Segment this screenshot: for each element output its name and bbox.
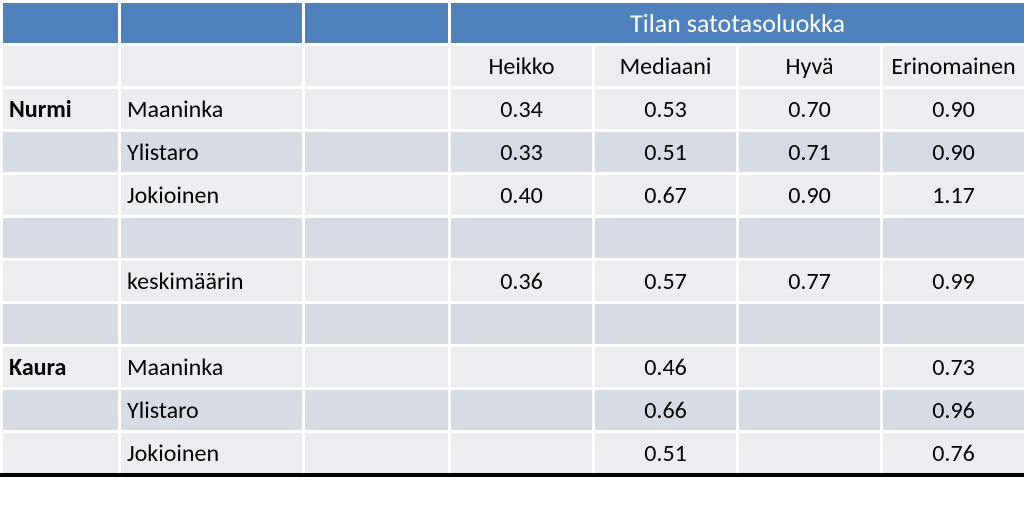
- value-cell: 0.73: [882, 346, 1024, 389]
- blank-cell: [304, 432, 450, 476]
- value-cell: [450, 389, 594, 432]
- value-cell: 0.53: [594, 88, 738, 131]
- subheader-blank: [2, 45, 120, 88]
- header-blank: [120, 2, 304, 45]
- value-cell: [450, 303, 594, 346]
- label-cell: Maaninka: [120, 88, 304, 131]
- category-cell: Nurmi: [2, 88, 120, 131]
- table-row: Ylistaro 0.66 0.96: [2, 389, 1024, 432]
- table-row: Jokioinen 0.51 0.76: [2, 432, 1024, 476]
- table-row: Nurmi Maaninka 0.34 0.53 0.70 0.90: [2, 88, 1024, 131]
- blank-cell: [304, 174, 450, 217]
- value-cell: 0.57: [594, 260, 738, 303]
- data-table: Tilan satotasoluokka Heikko Mediaani Hyv…: [0, 0, 1024, 477]
- value-cell: 0.34: [450, 88, 594, 131]
- value-cell: [450, 346, 594, 389]
- value-cell: 0.51: [594, 131, 738, 174]
- blank-cell: [304, 131, 450, 174]
- table-row: [2, 303, 1024, 346]
- subheader-blank: [304, 45, 450, 88]
- value-cell: 0.96: [882, 389, 1024, 432]
- category-cell: [2, 432, 120, 476]
- value-cell: [738, 303, 882, 346]
- category-cell: [2, 303, 120, 346]
- label-cell: Maaninka: [120, 346, 304, 389]
- category-cell: [2, 389, 120, 432]
- value-cell: 0.66: [594, 389, 738, 432]
- col-mediaani: Mediaani: [594, 45, 738, 88]
- category-cell: [2, 217, 120, 260]
- value-cell: [738, 346, 882, 389]
- value-cell: 0.77: [738, 260, 882, 303]
- blank-cell: [304, 346, 450, 389]
- blank-cell: [304, 303, 450, 346]
- value-cell: 0.71: [738, 131, 882, 174]
- table-row: Jokioinen 0.40 0.67 0.90 1.17: [2, 174, 1024, 217]
- value-cell: 0.99: [882, 260, 1024, 303]
- header-blank: [304, 2, 450, 45]
- table-row: keskimäärin 0.36 0.57 0.77 0.99: [2, 260, 1024, 303]
- value-cell: 0.70: [738, 88, 882, 131]
- header-row-1: Tilan satotasoluokka: [2, 2, 1024, 45]
- value-cell: 0.76: [882, 432, 1024, 476]
- col-hyva: Hyvä: [738, 45, 882, 88]
- header-spanning-title: Tilan satotasoluokka: [450, 2, 1024, 45]
- label-cell: Ylistaro: [120, 389, 304, 432]
- blank-cell: [304, 88, 450, 131]
- value-cell: [594, 303, 738, 346]
- table-row: Ylistaro 0.33 0.51 0.71 0.90: [2, 131, 1024, 174]
- value-cell: 1.17: [882, 174, 1024, 217]
- value-cell: 0.36: [450, 260, 594, 303]
- value-cell: [738, 432, 882, 476]
- blank-cell: [304, 217, 450, 260]
- category-cell: [2, 260, 120, 303]
- value-cell: 0.90: [738, 174, 882, 217]
- value-cell: 0.46: [594, 346, 738, 389]
- blank-cell: [304, 389, 450, 432]
- subheader-blank: [120, 45, 304, 88]
- value-cell: 0.33: [450, 131, 594, 174]
- label-cell: Jokioinen: [120, 174, 304, 217]
- label-cell: Ylistaro: [120, 131, 304, 174]
- label-cell: keskimäärin: [120, 260, 304, 303]
- value-cell: 0.90: [882, 88, 1024, 131]
- header-row-2: Heikko Mediaani Hyvä Erinomainen: [2, 45, 1024, 88]
- col-heikko: Heikko: [450, 45, 594, 88]
- value-cell: [594, 217, 738, 260]
- value-cell: 0.51: [594, 432, 738, 476]
- value-cell: [882, 303, 1024, 346]
- col-erinomainen: Erinomainen: [882, 45, 1024, 88]
- label-cell: [120, 303, 304, 346]
- value-cell: [738, 217, 882, 260]
- label-cell: Jokioinen: [120, 432, 304, 476]
- table-row: [2, 217, 1024, 260]
- category-cell: [2, 131, 120, 174]
- value-cell: [738, 389, 882, 432]
- table-row: Kaura Maaninka 0.46 0.73: [2, 346, 1024, 389]
- value-cell: 0.90: [882, 131, 1024, 174]
- value-cell: [450, 432, 594, 476]
- header-blank: [2, 2, 120, 45]
- category-cell: [2, 174, 120, 217]
- blank-cell: [304, 260, 450, 303]
- value-cell: 0.40: [450, 174, 594, 217]
- value-cell: [450, 217, 594, 260]
- value-cell: [882, 217, 1024, 260]
- category-cell: Kaura: [2, 346, 120, 389]
- label-cell: [120, 217, 304, 260]
- value-cell: 0.67: [594, 174, 738, 217]
